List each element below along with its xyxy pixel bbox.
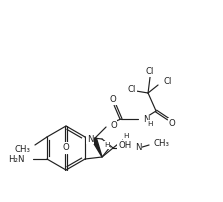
Text: H: H [123, 133, 129, 139]
Text: N: N [135, 143, 142, 153]
Text: OH: OH [118, 141, 131, 149]
Polygon shape [92, 138, 102, 157]
Text: CH₃: CH₃ [15, 145, 31, 155]
Text: H: H [147, 121, 153, 127]
Text: Cl: Cl [146, 67, 154, 77]
Text: Cl: Cl [163, 77, 171, 85]
Text: O: O [63, 144, 69, 154]
Text: H: H [104, 142, 110, 148]
Text: CH₃: CH₃ [153, 140, 169, 148]
Text: N: N [87, 135, 93, 143]
Text: O: O [110, 121, 117, 129]
Text: O: O [169, 119, 176, 127]
Text: H₂N: H₂N [8, 155, 25, 163]
Text: Cl: Cl [128, 84, 136, 94]
Text: N: N [143, 116, 150, 124]
Text: O: O [63, 142, 69, 152]
Text: O: O [110, 96, 116, 104]
